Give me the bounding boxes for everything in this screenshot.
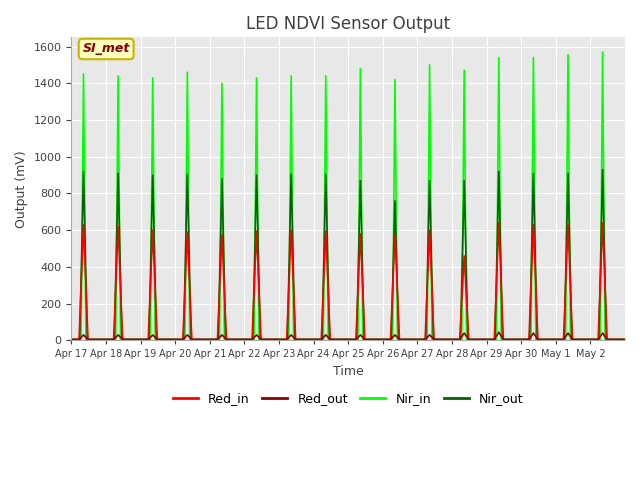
Red_out: [68, 336, 76, 342]
Nir_out: [490, 336, 497, 342]
Red_out: [490, 336, 497, 342]
Legend: Red_in, Red_out, Nir_in, Nir_out: Red_in, Red_out, Nir_in, Nir_out: [168, 387, 528, 410]
Nir_out: [280, 336, 288, 342]
Nir_out: [390, 236, 398, 241]
Red_out: [390, 333, 398, 339]
Red_in: [87, 336, 95, 342]
Red_in: [328, 336, 335, 342]
Red_out: [280, 336, 288, 342]
Line: Red_in: Red_in: [72, 223, 625, 339]
Y-axis label: Output (mV): Output (mV): [15, 150, 28, 228]
Title: LED NDVI Sensor Output: LED NDVI Sensor Output: [246, 15, 451, 33]
Nir_out: [405, 336, 413, 342]
Red_out: [405, 336, 413, 342]
X-axis label: Time: Time: [333, 365, 364, 378]
Red_in: [490, 336, 497, 342]
Red_in: [68, 336, 76, 342]
Nir_in: [490, 336, 497, 342]
Red_out: [495, 329, 502, 335]
Nir_out: [599, 167, 607, 172]
Red_in: [280, 336, 288, 342]
Nir_in: [280, 336, 288, 342]
Red_in: [621, 336, 629, 342]
Nir_in: [328, 336, 335, 342]
Nir_out: [328, 336, 335, 342]
Red_out: [87, 336, 95, 342]
Line: Nir_in: Nir_in: [72, 52, 625, 339]
Line: Nir_out: Nir_out: [72, 169, 625, 339]
Nir_in: [390, 188, 398, 194]
Red_out: [328, 336, 335, 342]
Nir_out: [68, 336, 76, 342]
Nir_in: [68, 336, 76, 342]
Nir_out: [621, 336, 629, 342]
Nir_out: [87, 336, 95, 342]
Red_in: [405, 336, 413, 342]
Red_out: [621, 336, 629, 342]
Nir_in: [87, 336, 95, 342]
Text: SI_met: SI_met: [83, 43, 130, 56]
Nir_in: [621, 336, 629, 342]
Red_in: [495, 220, 502, 226]
Nir_in: [405, 336, 413, 342]
Nir_in: [599, 49, 607, 55]
Red_in: [390, 256, 398, 262]
Line: Red_out: Red_out: [72, 332, 625, 339]
